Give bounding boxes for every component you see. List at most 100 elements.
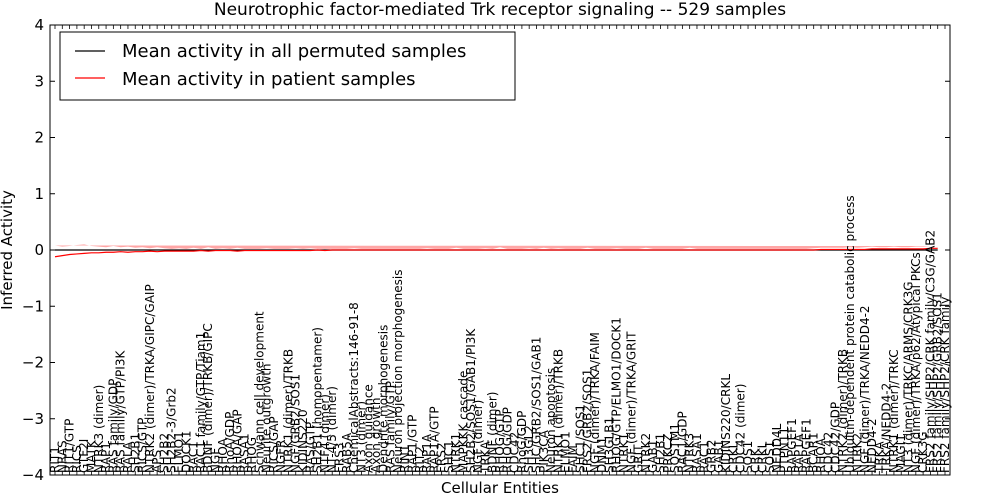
x-tick-label: NTF4 (dimer)	[318, 394, 332, 473]
x-tick-label: SH3GLB1	[602, 417, 616, 473]
x-tick-label: TRKA	[872, 441, 886, 474]
x-tick-label: RAP1A/GTP	[427, 406, 441, 473]
y-tick-label: 3	[34, 72, 44, 90]
x-tick-label: FRS3	[333, 443, 347, 474]
x-tick-label: Neuron projection morphogenesis	[391, 270, 405, 474]
x-tick-label: RIT1	[48, 446, 62, 473]
y-tick-label: 2	[34, 129, 44, 147]
x-tick-label: Ubiquitin-dependent protein catabolic pr…	[843, 195, 857, 473]
x-tick-label: GTF2I	[77, 439, 91, 473]
x-tick-label: RAB5A	[340, 432, 354, 473]
x-tick-label: RHOG/GTP	[493, 409, 507, 473]
x-tick-label: RASA1	[690, 433, 704, 473]
x-tick-label: SH2B2	[157, 433, 171, 473]
x-tick-label: PRKCZ	[661, 434, 675, 473]
legend-label-patient: Mean activity in patient samples	[122, 69, 416, 90]
x-tick-label: FRS2 family/SHP2/CRK family	[938, 297, 952, 473]
x-tick-label: RHOA/GAP	[230, 409, 244, 473]
x-tick-label: NTRK3 (dimer)	[92, 385, 106, 473]
x-tick-label: SHC1	[442, 440, 456, 473]
x-tick-label: NTRK3	[683, 433, 697, 473]
x-tick-label: RAS family/GTP	[384, 381, 398, 473]
x-tick-label: GAB1	[712, 440, 726, 473]
y-tick-label: −4	[22, 466, 44, 484]
x-tick-label: RIT1/GTP	[63, 419, 77, 473]
x-tick-label: CRK3G	[916, 431, 930, 473]
x-tick-label: SHC/GRB2/SOS1/GAB1	[529, 337, 543, 473]
legend-label-permuted: Mean activity in all permuted samples	[122, 41, 466, 62]
x-tick-label: NEDD4-2	[865, 418, 879, 473]
x-tick-label: RICS/GTP	[136, 418, 150, 473]
x-tick-label: KIDINS220/CRKL	[719, 374, 733, 473]
x-tick-label: SH2B1	[128, 433, 142, 473]
x-tick-label: RICS	[70, 445, 84, 473]
x-tick-label: RHOG/GDP	[500, 407, 514, 473]
x-tick-label: SH2B2-3/Grb2	[165, 387, 179, 473]
x-tick-label: NEDD4L	[770, 423, 784, 473]
x-tick-label: RAC1	[187, 441, 201, 473]
x-tick-label: FRS2	[435, 443, 449, 474]
x-tick-label: ELMO1	[172, 431, 186, 473]
x-tick-label: ELMO1	[559, 431, 573, 473]
y-tick-label: −2	[22, 354, 44, 372]
x-tick-label: CDC42	[508, 432, 522, 473]
x-tick-label: CRK	[748, 447, 762, 473]
x-tick-label: CDC42 (dimer)	[734, 384, 748, 473]
x-tick-label: NGF (dimer)/TRKA/FAIM	[588, 332, 602, 473]
x-tick-label: MAPKKK cascade	[457, 371, 471, 473]
x-tick-label: DOCK1	[179, 430, 193, 473]
x-tick-label: NTRK2 (dimer)/TRKA/GIPC/GAIP	[143, 284, 157, 473]
x-axis-label: Cellular Entities	[441, 479, 559, 497]
x-tick-label: FRS2 family/SHP2/CRK family/C3G/GAB2	[923, 230, 937, 473]
x-tick-label: RHOG/GTP/ELMO1/DOCK1	[610, 317, 624, 473]
x-tick-label: GAB1	[646, 440, 660, 473]
x-tick-label: RICS/GAP	[267, 416, 281, 473]
x-tick-label: RHOA	[814, 437, 828, 473]
x-tick-label: MATK	[84, 439, 98, 473]
x-tick-label: NTRK1 (dimer)/TRKB	[281, 349, 295, 473]
x-tick-label: Neuron apoptosis	[544, 368, 558, 473]
y-tick-label: −1	[22, 297, 44, 315]
x-tick-label: Schwann cell development	[252, 311, 266, 473]
x-tick-label: RAP1A	[792, 433, 806, 473]
x-tick-label: GRB2	[705, 439, 719, 473]
series-line-patient	[54, 247, 938, 258]
y-tick-label: 1	[34, 185, 44, 203]
x-tick-label: SH3GL2	[522, 425, 536, 473]
x-tick-label: CRKL	[756, 441, 770, 473]
x-tick-label: RAPGEF1	[785, 418, 799, 473]
x-tick-label: FRS2/GRB2/SOS1	[581, 369, 595, 473]
x-tick-label: NT-4/5 (dimer)	[325, 386, 339, 473]
x-tick-label: NTRK1 (dimer)/TRKB	[551, 349, 565, 473]
x-tick-label: RALA	[121, 441, 135, 473]
x-tick-label: FRS2 family/SHP2/GRB2/SOS1	[931, 292, 945, 473]
x-tick-label: RASA1	[238, 433, 252, 473]
x-tick-label: RHOG	[245, 437, 259, 473]
x-tick-label: RAC1/GDP	[675, 411, 689, 473]
x-tick-label: Axon guidance	[362, 384, 376, 473]
chart-title: Neurotrophic factor-mediated Trk recepto…	[214, 0, 786, 20]
x-tick-label: Neurite outgrowth	[260, 363, 274, 473]
x-tick-label: BDNF (dimer)/TRKB/GIPC	[201, 323, 215, 473]
x-tick-label: GRIT	[632, 444, 646, 473]
x-tick-label: RAPGEF1	[799, 418, 813, 473]
x-tick-label: NTRK2	[850, 433, 864, 473]
x-tick-label: RIN1	[398, 445, 412, 474]
x-tick-label: SOS1	[741, 441, 755, 473]
y-axis-label: Inferred Activity	[0, 190, 16, 310]
x-tick-label: PIK3CA	[537, 429, 551, 473]
x-tick-label: TRKA/NEDD4-2	[880, 383, 894, 474]
x-tick-label: NT3 (dimer)	[354, 401, 368, 473]
y-tick-label: −3	[22, 410, 44, 428]
x-tick-label: RHOA	[216, 437, 230, 473]
x-tick-label: SQSTM1	[668, 423, 682, 473]
x-tick-label: APS	[150, 450, 164, 473]
x-tick-label: NT3 (dimer)/TRKC/ARMS/CRK3G	[902, 281, 916, 473]
x-tick-label: NTRK1	[449, 433, 463, 473]
x-tick-label: RAC1 family/GTP/Tiam1	[194, 332, 208, 473]
x-tick-label: CDC42	[821, 432, 835, 473]
legend-box	[59, 31, 516, 101]
x-tick-label: NTRK1	[617, 433, 631, 473]
x-tick-label: RAP1	[99, 442, 113, 473]
